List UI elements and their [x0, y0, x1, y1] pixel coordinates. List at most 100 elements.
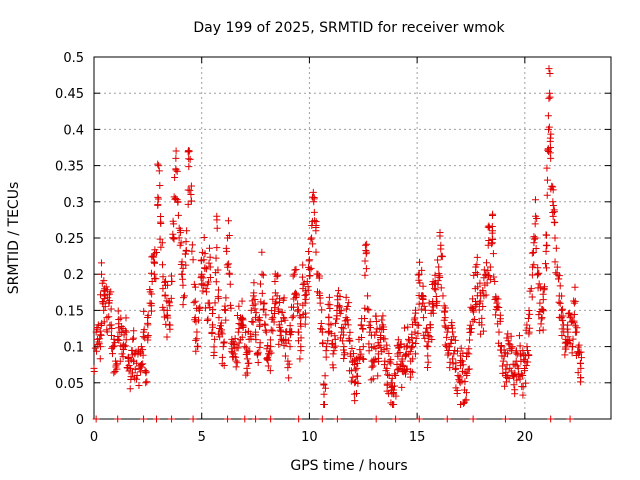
data-point: [280, 314, 288, 322]
data-point: [362, 265, 370, 273]
data-point: [260, 299, 268, 307]
data-point: [177, 239, 185, 247]
data-point: [192, 347, 200, 355]
data-point: [230, 353, 238, 361]
data-point: [346, 328, 354, 336]
zero-markers: [92, 415, 574, 423]
data-point: [470, 308, 478, 316]
data-point: [262, 311, 270, 319]
data-point: [531, 196, 539, 204]
data-point: [559, 305, 567, 313]
data-point: [406, 348, 414, 356]
data-point: [457, 344, 465, 352]
data-point: [531, 220, 539, 228]
data-point: [289, 312, 297, 320]
data-point: [465, 365, 473, 373]
data-point: [279, 296, 287, 304]
data-point: [359, 343, 367, 351]
data-point: [272, 298, 280, 306]
data-point: [147, 300, 155, 308]
data-point: [361, 257, 369, 265]
data-point: [342, 293, 350, 301]
data-point: [133, 372, 141, 380]
data-point: [233, 359, 241, 367]
data-point: [219, 343, 227, 351]
data-point: [256, 280, 264, 288]
data-point: [152, 275, 160, 283]
data-point: [206, 244, 214, 252]
data-point: [185, 163, 193, 171]
data-point: [154, 193, 162, 201]
data-point: [494, 295, 502, 303]
data-point: [226, 270, 234, 278]
data-point: [122, 336, 130, 344]
data-point: [214, 294, 222, 302]
data-point: [398, 357, 406, 365]
data-point: [292, 292, 300, 300]
zero-point: [241, 415, 249, 423]
data-point: [217, 326, 225, 334]
data-point: [528, 293, 536, 301]
data-point: [346, 337, 354, 345]
data-point: [543, 231, 551, 239]
data-point: [318, 328, 326, 336]
data-point: [232, 363, 240, 371]
data-point: [374, 372, 382, 380]
data-point: [351, 366, 359, 374]
data-point: [224, 263, 232, 271]
data-point: [369, 375, 377, 383]
data-point: [213, 216, 221, 224]
data-point: [395, 365, 403, 373]
data-point: [451, 336, 459, 344]
data-point: [546, 143, 554, 151]
data-point: [484, 241, 492, 249]
data-point: [495, 328, 503, 336]
data-point: [403, 342, 411, 350]
data-point: [529, 248, 537, 256]
data-point: [154, 195, 162, 203]
data-point: [156, 181, 164, 189]
data-point: [350, 350, 358, 358]
data-point: [344, 303, 352, 310]
data-point: [488, 211, 496, 219]
data-point: [195, 316, 203, 324]
data-point: [254, 348, 262, 356]
data-point: [448, 319, 456, 327]
data-point: [536, 299, 544, 307]
data-point: [122, 314, 130, 322]
data-point: [297, 343, 305, 351]
data-point: [294, 307, 302, 315]
data-point: [556, 282, 564, 290]
data-point: [227, 304, 235, 312]
data-point: [181, 250, 189, 258]
data-point: [467, 325, 475, 333]
data-point: [97, 331, 105, 339]
data-point: [549, 198, 557, 206]
data-point: [525, 351, 533, 359]
data-point: [147, 269, 155, 277]
data-point: [179, 301, 187, 309]
data-point: [474, 283, 482, 291]
data-point: [347, 367, 355, 375]
data-point: [316, 299, 324, 307]
data-point: [535, 311, 543, 319]
data-point: [526, 310, 534, 318]
data-point: [261, 320, 269, 328]
data-point: [105, 313, 113, 321]
data-point: [281, 352, 289, 360]
data-point: [371, 331, 379, 339]
axis-ticks: 0 0.05 0.1 0.15 0.2 0.25 0.3 0.35 0.4 0.45 0.5 0 5 10…: [55, 51, 611, 445]
data-point: [401, 324, 409, 332]
data-point: [164, 281, 172, 289]
data-point: [401, 370, 409, 378]
data-point: [254, 315, 262, 323]
data-point: [285, 337, 293, 345]
data-point: [405, 335, 413, 343]
x-axis-label: GPS time / hours: [290, 458, 407, 474]
data-point: [268, 307, 276, 315]
data-point: [424, 331, 432, 339]
data-point: [101, 303, 109, 311]
data-point: [369, 362, 377, 370]
data-point: [480, 266, 488, 274]
data-point: [103, 314, 111, 322]
